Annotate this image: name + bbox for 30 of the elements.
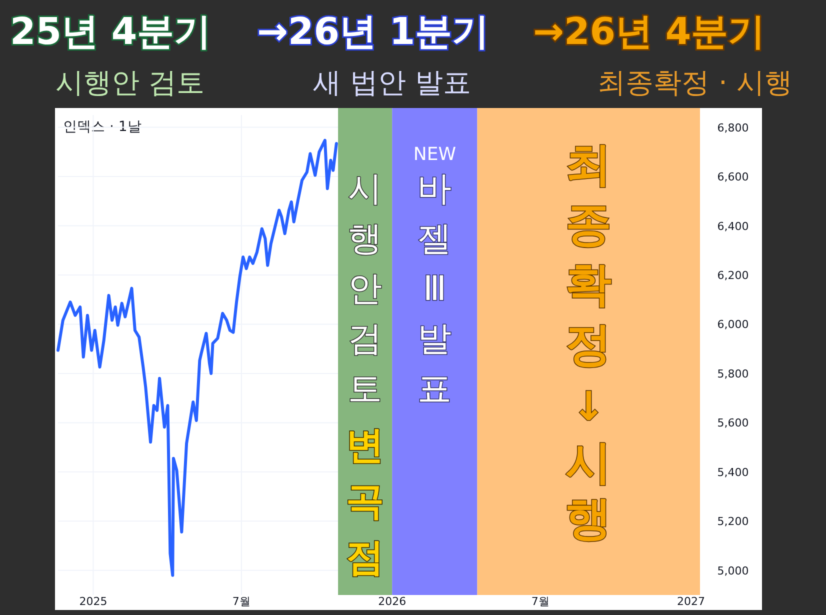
text: →26년 4분기: [533, 10, 766, 53]
y-tick-label: 6,800: [717, 121, 749, 134]
y-tick-label: 5,800: [717, 367, 749, 380]
x-tick-label: 2027: [676, 595, 705, 608]
y-tick-label: 6,400: [717, 220, 749, 233]
text: 25년 4분기: [10, 10, 212, 53]
x-tick-label: 7월: [232, 595, 250, 608]
x-tick-label: 7월: [531, 595, 550, 608]
y-tick-label: 5,400: [717, 466, 749, 479]
y-tick-label: 6,200: [717, 269, 749, 282]
y-tick-label: 5,200: [717, 515, 749, 528]
y-tick-label: 5,600: [717, 416, 749, 430]
text: →26년 1분기: [257, 10, 490, 53]
y-tick-label: 6,000: [717, 318, 749, 332]
line-series: [56, 138, 338, 577]
text: 새 법안 발표: [313, 66, 471, 99]
annotation: 시행: [566, 435, 612, 545]
annotation: 변곡점: [346, 423, 384, 579]
x-tick-label: 2026: [378, 595, 406, 608]
annotation: NEW: [413, 144, 456, 165]
annotation: ↓: [572, 384, 606, 430]
y-tick-label: 6,600: [717, 170, 749, 184]
text: 최종확정 · 시행: [598, 66, 792, 99]
band-label: 시행안검토: [348, 169, 382, 409]
y-tick-label: 5,000: [717, 564, 749, 578]
band-label: 바젤Ⅲ발표: [418, 169, 452, 409]
chart-title: 인덱스 · 1날: [63, 119, 142, 135]
band-label: 최종확정: [566, 137, 612, 371]
x-tick-label: 2025: [79, 595, 108, 608]
text: 시행안 검토: [56, 66, 204, 99]
